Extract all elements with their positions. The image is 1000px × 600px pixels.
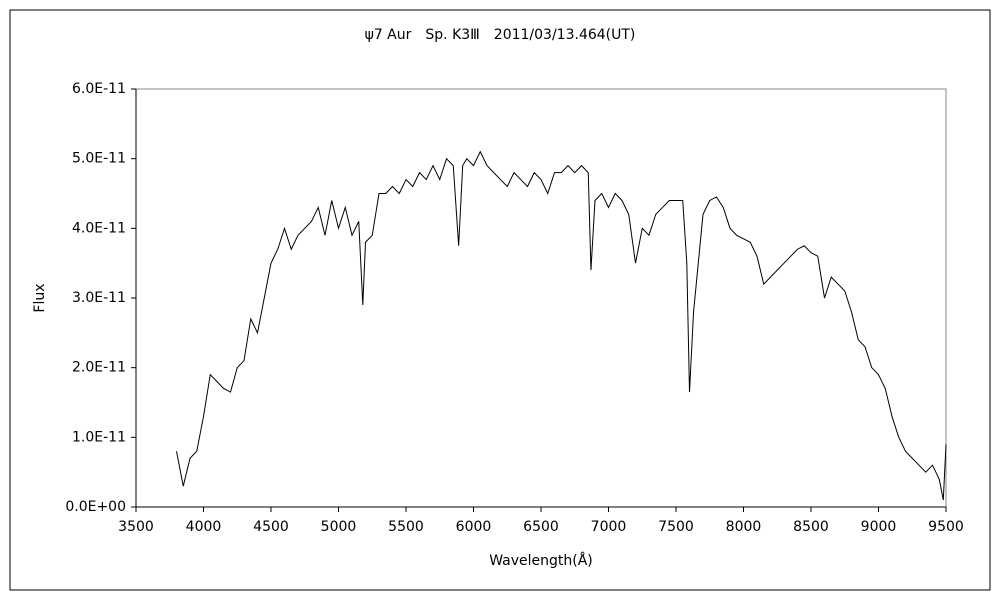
y-tick-label: 3.0E-11 [72,290,126,306]
x-axis-label: Wavelength(Å) [489,552,593,569]
y-axis-label: Flux [32,283,48,312]
chart-border [9,9,991,591]
y-tick-label: 5.0E-11 [72,151,126,167]
y-tick-label: 6.0E-11 [72,81,126,97]
x-tick-label: 5000 [321,519,357,535]
x-tick-label: 6000 [456,519,492,535]
x-tick-label: 9000 [861,519,897,535]
y-tick-label: 0.0E+00 [65,499,126,515]
x-tick-label: 8000 [726,519,762,535]
x-tick-label: 4000 [186,519,222,535]
chart-title: ψ7 Aur Sp. K3Ⅲ 2011/03/13.464(UT) [365,27,636,43]
x-tick-label: 5500 [388,519,424,535]
spectrum-line [176,150,947,501]
y-tick-label: 1.0E-11 [72,429,126,445]
x-tick-label: 9500 [928,519,964,535]
y-tick-label: 4.0E-11 [72,220,126,236]
x-tick-label: 4500 [253,519,289,535]
x-tick-label: 7500 [658,519,694,535]
x-tick-label: 7000 [591,519,627,535]
x-tick-label: 6500 [523,519,559,535]
x-tick-label: 8500 [793,519,829,535]
y-tick-label: 2.0E-11 [72,360,126,376]
x-tick-label: 3500 [118,519,154,535]
